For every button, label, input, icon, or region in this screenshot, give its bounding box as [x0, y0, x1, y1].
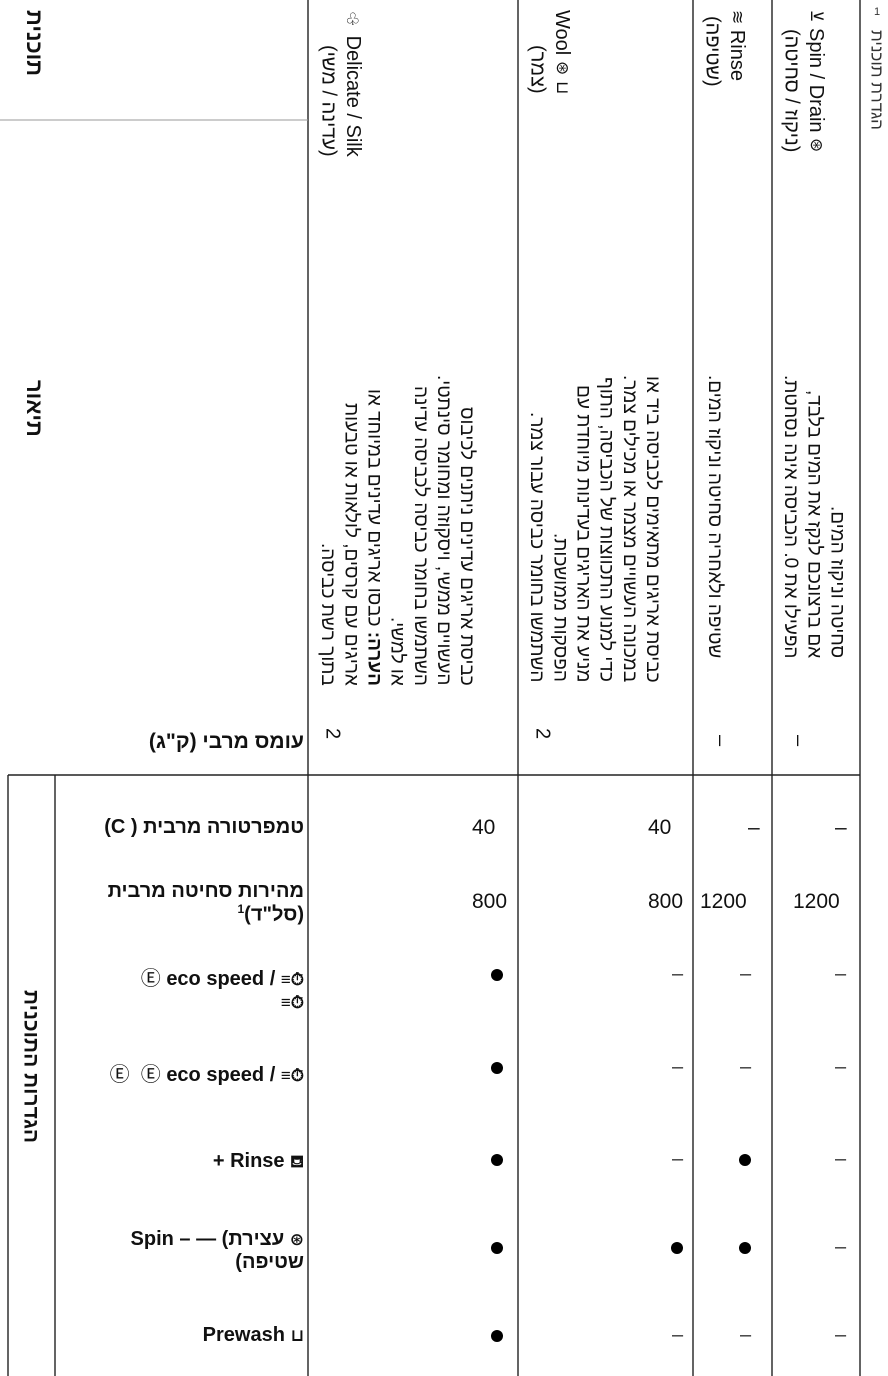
max-load-wool: 2	[531, 728, 554, 740]
option-dash: –	[740, 963, 752, 985]
option-dot	[739, 1242, 751, 1254]
option-dot	[671, 1242, 683, 1254]
header-spin: Spin – — (עצירת ⊛ שטיפה)	[130, 1228, 304, 1273]
option-dot	[739, 1154, 751, 1166]
program-wool: Wool ⊛ ⊔ (צמר)	[526, 10, 573, 94]
spin-icon: ⊛	[289, 1230, 304, 1249]
option-dash: –	[835, 1148, 847, 1170]
max-spin-delicate: 800	[472, 890, 508, 913]
option-dot	[491, 1154, 503, 1166]
delicate-icon: ♧	[343, 10, 363, 30]
option-dash: –	[672, 1148, 684, 1170]
handwash-icon: ⊔	[552, 80, 572, 94]
option-dash: –	[835, 1056, 847, 1078]
option-dot	[491, 969, 503, 981]
max-load-spin-drain: –	[787, 735, 810, 747]
header-max-spin: מהירות סחיטה מרבית (סל"ד)1	[107, 880, 304, 926]
description-wool: כביסת אריגים מתאימים לכביסה ביד או במכונ…	[526, 375, 664, 683]
option-dot	[491, 1242, 503, 1254]
option-dash: –	[835, 1324, 847, 1346]
max-spin-rinse: 1200	[700, 890, 747, 913]
rinse-plus-icon: ⛾	[290, 1152, 304, 1171]
max-temp-delicate: 40	[472, 816, 496, 839]
option-dot	[491, 1062, 503, 1074]
max-load-delicate: 2	[321, 728, 344, 740]
speed-clock-icon: ≡⏱	[280, 1066, 304, 1085]
speed-clock-icon: ≡⏱	[280, 970, 304, 989]
header-max-temp: טמפרטורה מרבית ( C)	[104, 816, 304, 838]
description-rinse: שטיפה ולאחריה סחיטה וניקוז המים.	[704, 375, 726, 659]
max-temp-wool: 40	[648, 816, 672, 839]
max-temp-spin-drain: –	[835, 816, 847, 839]
max-temp-rinse: –	[748, 816, 760, 839]
spin-icon: ⊛	[806, 138, 826, 153]
prewash-icon: ⊔	[290, 1326, 304, 1345]
program-spin-drain: ⊻ Spin / Drain ⊛ (ניקוז / סחיטה)	[780, 10, 827, 153]
option-dash: –	[835, 1236, 847, 1258]
max-spin-wool: 800	[648, 890, 684, 913]
wool-icon: ⊛	[552, 60, 572, 76]
rinse-icon: ≋	[727, 10, 747, 25]
option-dash: –	[835, 963, 847, 985]
option-dash: –	[672, 963, 684, 985]
header-description: תיאור	[21, 380, 47, 437]
description-delicate-silk: כביסת אריגים עדינים ניתנים לכיבוס העשויי…	[317, 375, 478, 686]
speed-clock-icon: ≡⏱	[280, 993, 304, 1012]
header-max-load: עומס מרבי (ק"ג)	[148, 730, 304, 753]
header-prewash: Prewash ⊔	[202, 1324, 304, 1346]
sidebar-page-ref: 1	[874, 6, 881, 18]
header-speed-eco-1: Ⓔ eco speed / ≡⏱ ≡⏱	[140, 968, 304, 1012]
sidebar-section-label: הגדרת תוכנית	[867, 30, 887, 130]
option-dash: –	[672, 1324, 684, 1346]
header-program: תוכנית	[21, 10, 47, 77]
max-load-rinse: –	[709, 735, 732, 747]
header-speed-eco-2: Ⓔ Ⓔ eco speed / ≡⏱	[109, 1064, 304, 1086]
program-delicate-silk: ♧ Delicate / Silk (עדינה / משי)	[317, 10, 364, 157]
option-dash: –	[740, 1056, 752, 1078]
max-spin-spin-drain: 1200	[793, 890, 840, 913]
option-dot	[491, 1330, 503, 1342]
header-rinse-plus: + Rinse ⛾	[212, 1150, 304, 1172]
option-dash: –	[672, 1056, 684, 1078]
header-settings-group: הגדרות התוכנית	[19, 990, 43, 1144]
program-rinse: ≋ Rinse (שטיפה)	[701, 10, 748, 87]
option-dash: –	[740, 1324, 752, 1346]
drain-icon: ⊻	[806, 10, 826, 23]
description-spin-drain: סחיטה וניקוז המים. אם ברצונכם לנקז את המ…	[780, 375, 848, 659]
